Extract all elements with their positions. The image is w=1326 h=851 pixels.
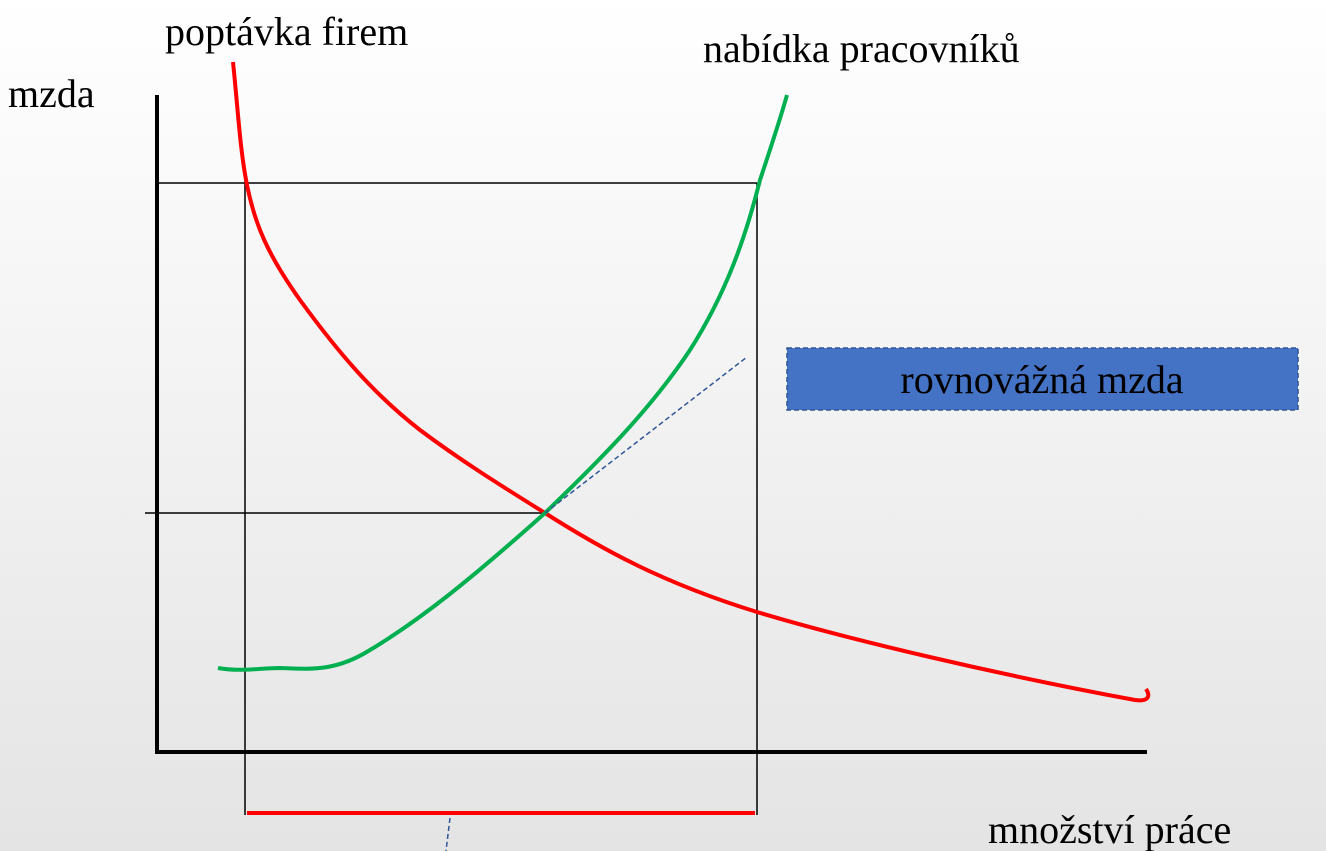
demand-label: poptávka firem	[165, 9, 408, 54]
x-axis-label: množství práce	[988, 807, 1231, 851]
demand-curve	[231, 61, 1151, 703]
callout-connector	[544, 356, 748, 514]
connector	[445, 817, 451, 851]
callout-box	[786, 347, 1299, 411]
callout-text: rovnovážná mzda	[900, 357, 1183, 402]
supply-label: nabídka pracovníků	[703, 26, 1020, 71]
y-axis-label: mzda	[8, 71, 95, 116]
supply-curve	[217, 94, 789, 672]
